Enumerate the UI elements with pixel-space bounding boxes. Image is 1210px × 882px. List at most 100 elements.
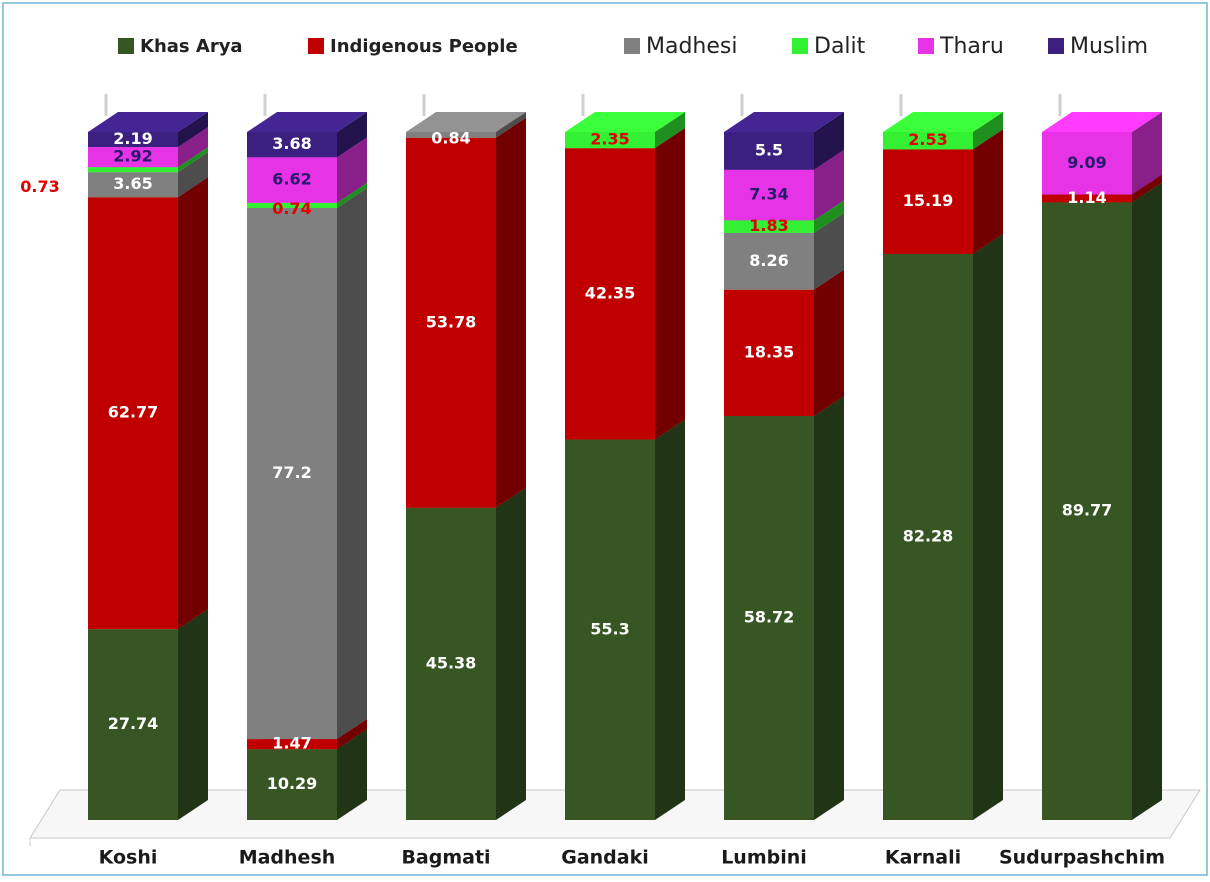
data-label: 62.77	[108, 403, 159, 422]
x-tick-label: Koshi	[99, 847, 158, 869]
bar-segment	[247, 749, 337, 820]
data-label: 8.26	[749, 251, 788, 270]
data-label: 10.29	[267, 774, 318, 793]
data-label: 58.72	[744, 608, 795, 627]
bar-segment	[406, 132, 496, 138]
bar-side	[178, 152, 208, 198]
x-tick-label: Karnali	[885, 847, 961, 869]
bar-segment	[88, 629, 178, 820]
bar-top	[724, 112, 844, 132]
bar-side	[973, 112, 1003, 150]
data-label: 5.5	[755, 140, 783, 159]
bar-side	[973, 233, 1003, 821]
data-label: 1.14	[1067, 188, 1106, 207]
bar-side	[655, 128, 685, 440]
bar-top	[883, 112, 1003, 132]
bar-segment	[247, 157, 337, 203]
bar-side	[1132, 182, 1162, 821]
bar-side	[814, 112, 844, 170]
bar-segment	[883, 132, 973, 150]
data-label: 7.34	[749, 185, 788, 204]
x-tick-label: Madhesh	[239, 847, 336, 869]
data-label: 18.35	[744, 342, 795, 361]
data-label: 0.73	[20, 177, 59, 196]
bar-side	[178, 112, 208, 148]
bar-segment	[88, 132, 178, 148]
data-label: 1.83	[749, 216, 788, 235]
data-label: 2.53	[908, 130, 947, 149]
data-label: 45.38	[426, 653, 477, 672]
bar-side	[337, 112, 367, 158]
legend-label: Muslim	[1070, 34, 1148, 59]
x-tick-label: Lumbini	[721, 847, 807, 869]
data-label: 27.74	[108, 714, 159, 733]
bar-top	[565, 112, 685, 132]
bar-side	[337, 729, 367, 820]
x-tick-label: Gandaki	[561, 847, 649, 869]
bar-top	[406, 112, 526, 132]
data-label: 55.3	[590, 619, 629, 638]
bar-side	[814, 269, 844, 417]
bar-segment	[883, 149, 973, 254]
data-label: 2.92	[113, 147, 152, 166]
bar-segment	[88, 167, 178, 173]
legend-label: Dalit	[814, 34, 866, 59]
data-label: 2.19	[113, 129, 152, 148]
legend-label: Khas Arya	[140, 36, 243, 57]
bar-segment	[565, 132, 655, 149]
bar-top	[247, 112, 367, 132]
bar-segment	[247, 202, 337, 208]
bar-segment	[724, 132, 814, 170]
x-tick-label: Sudurpashchim	[999, 847, 1165, 869]
data-label: 89.77	[1062, 501, 1113, 520]
bar-segment	[883, 253, 973, 821]
bar-segment	[247, 207, 337, 740]
legend-label: Indigenous People	[330, 36, 518, 57]
bar-side	[178, 609, 208, 820]
data-label: 6.62	[272, 170, 311, 189]
data-label: 0.84	[431, 128, 470, 147]
bar-side	[337, 187, 367, 740]
data-label: 42.35	[585, 283, 636, 302]
data-label: 77.2	[272, 463, 311, 482]
bar-segment	[1042, 132, 1132, 195]
bar-segment	[88, 197, 178, 630]
bar-segment	[1042, 194, 1132, 203]
data-label: 0.74	[272, 199, 311, 218]
bar-segment	[406, 507, 496, 820]
bar-segment	[565, 439, 655, 820]
legend-swatch	[624, 38, 640, 54]
legend-swatch	[918, 38, 934, 54]
bar-side	[655, 419, 685, 820]
bar-side	[496, 117, 526, 508]
bar-segment	[88, 172, 178, 198]
data-label: 2.35	[590, 130, 629, 149]
bar-side	[814, 149, 844, 221]
bar-side	[814, 200, 844, 233]
bar-side	[973, 129, 1003, 254]
bar-segment	[724, 220, 814, 233]
bar-segment	[1042, 202, 1132, 821]
legend-label: Tharu	[939, 34, 1004, 59]
bar-side	[178, 147, 208, 173]
data-label: 3.68	[272, 134, 311, 153]
bar-side	[337, 719, 367, 750]
bar-side	[655, 112, 685, 149]
data-label: 3.65	[113, 174, 152, 193]
bar-segment	[724, 289, 814, 417]
bar-segment	[565, 148, 655, 440]
data-label: 82.28	[903, 526, 954, 545]
bar-side	[178, 177, 208, 630]
bar-segment	[724, 169, 814, 221]
x-tick-label: Bagmati	[401, 847, 490, 869]
data-label: 15.19	[903, 191, 954, 210]
bar-side	[496, 112, 526, 138]
bar-segment	[247, 739, 337, 750]
legend-label: Madhesi	[646, 34, 737, 59]
bar-segment	[247, 132, 337, 158]
bar-segment	[406, 137, 496, 508]
bar-top	[88, 112, 208, 132]
bar-side	[1132, 174, 1162, 203]
bar-segment	[724, 416, 814, 820]
